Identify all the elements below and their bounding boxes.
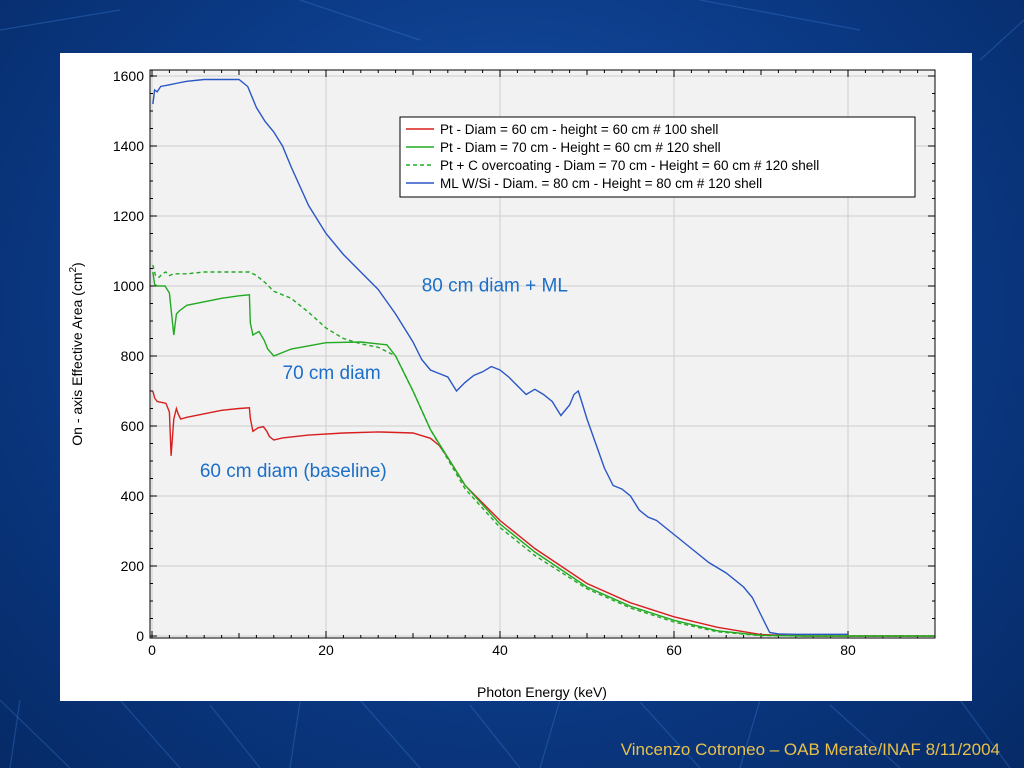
y-tick-label: 1400: [113, 138, 144, 154]
legend: Pt - Diam = 60 cm - height = 60 cm # 100…: [399, 116, 916, 198]
annotation-label-2: 70 cm diam: [283, 363, 381, 384]
y-tick-label: 1200: [113, 208, 144, 224]
series-line-4: [152, 78, 848, 635]
annotations: 80 cm diam + ML 70 cm diam 60 cm diam (bas…: [200, 275, 568, 482]
y-axis-label: On - axis Effective Area (cm2): [68, 262, 85, 445]
legend-entry: ML W/Si - Diam. = 80 cm - Height = 80 cm…: [440, 176, 762, 191]
x-tick-label: 40: [492, 642, 508, 658]
y-tick-label: 800: [121, 348, 145, 364]
x-tick-label: 60: [666, 642, 682, 658]
y-tick-label: 1000: [113, 278, 144, 294]
y-axis-label-main: On - axis Effective Area (cm: [69, 272, 85, 445]
y-axis-label-sup: 2: [68, 266, 79, 272]
legend-entry: Pt - Diam = 60 cm - height = 60 cm # 100…: [440, 122, 718, 137]
series-line-2: [152, 271, 935, 637]
legend-box: [399, 116, 916, 198]
y-axis-label-end: ): [69, 262, 85, 267]
footer-credit: Vincenzo Cotroneo – OAB Merate/INAF 8/11…: [620, 740, 1000, 759]
x-axis-label: Photon Energy (keV): [477, 684, 607, 700]
y-tick-label: 1600: [113, 68, 144, 84]
y-tick-label: 400: [121, 488, 145, 504]
series-line-3: [152, 264, 935, 637]
plot-frame: [149, 69, 936, 639]
x-tick-label: 0: [148, 642, 156, 658]
x-tick-label: 80: [840, 642, 856, 658]
y-tick-label: 600: [121, 418, 145, 434]
series-layer: [152, 78, 935, 637]
legend-entry: Pt + C overcoating - Diam = 70 cm - Heig…: [440, 158, 819, 173]
x-tick-label: 20: [318, 642, 334, 658]
annotation-label-3: 60 cm diam (baseline): [200, 461, 387, 482]
y-tick-label: 0: [136, 628, 144, 644]
series-line-1: [152, 390, 935, 637]
annotation-label-1: 80 cm diam + ML: [422, 275, 568, 296]
chart-panel: 0 20 40 60 80 0 200 400 600 800 1000 1200 1400 1600 8…: [60, 53, 972, 701]
legend-entry: Pt - Diam = 70 cm - Height = 60 cm # 120…: [440, 140, 721, 155]
y-tick-label: 200: [121, 558, 145, 574]
